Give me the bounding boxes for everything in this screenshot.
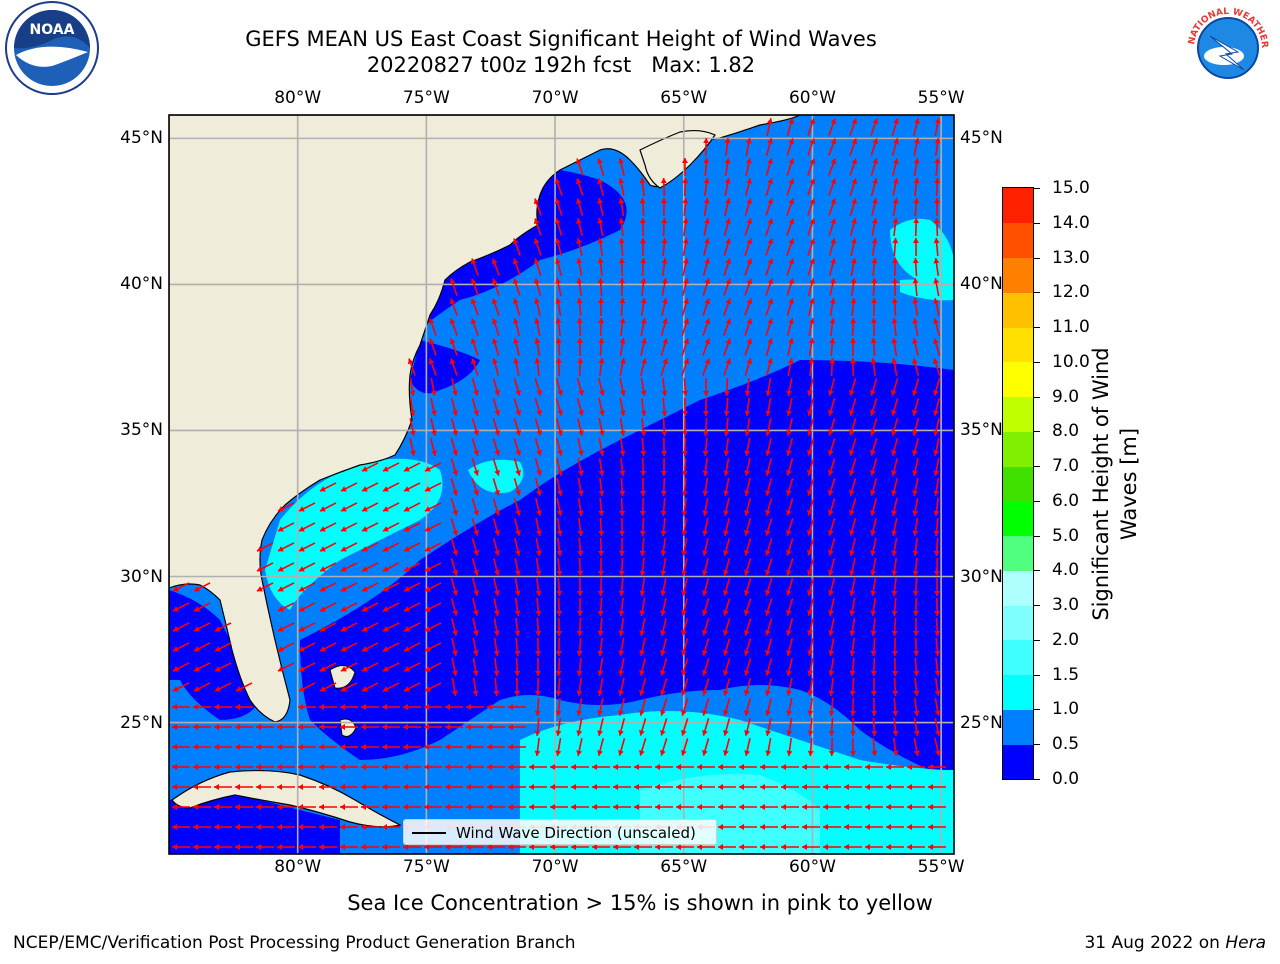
latitude-tick-label: 45°N [120, 128, 163, 148]
colorbar-tick [1034, 536, 1040, 537]
sea-ice-note: Sea Ice Concentration > 15% is shown in … [0, 891, 1280, 915]
colorbar-segment [1003, 640, 1033, 675]
colorbar-segment [1003, 327, 1033, 362]
colorbar-tick-label: 9.0 [1052, 387, 1079, 407]
colorbar-tick-label: 0.0 [1052, 769, 1079, 789]
colorbar-segment [1003, 292, 1033, 327]
colorbar-tick [1034, 397, 1040, 398]
machine-name: Hera [1225, 933, 1266, 953]
colorbar-tick-label: 11.0 [1052, 317, 1090, 337]
credit-text: NCEP/EMC/Verification Post Processing Pr… [13, 933, 576, 953]
colorbar-tick-label: 4.0 [1052, 560, 1079, 580]
colorbar-segment [1003, 362, 1033, 397]
colorbar-tick-label: 1.0 [1052, 699, 1079, 719]
colorbar-segment [1003, 397, 1033, 432]
colorbar-tick-label: 6.0 [1052, 491, 1079, 511]
colorbar-tick-label: 7.0 [1052, 456, 1079, 476]
colorbar-tick-label: 1.5 [1052, 665, 1079, 685]
colorbar-segment [1003, 466, 1033, 501]
colorbar-segment [1003, 709, 1033, 744]
date-text: 31 Aug 2022 on Hera [1084, 933, 1266, 953]
longitude-tick-label: 55°W [918, 88, 965, 108]
colorbar-tick-label: 12.0 [1052, 282, 1090, 302]
colorbar-tick [1034, 779, 1040, 780]
colorbar-tick-label: 15.0 [1052, 178, 1090, 198]
colorbar-segment [1003, 258, 1033, 293]
latitude-tick-label: 30°N [960, 567, 1003, 587]
colorbar-segment [1003, 744, 1033, 779]
colorbar-segment [1003, 675, 1033, 710]
longitude-tick-label: 70°W [532, 88, 579, 108]
longitude-tick-label: 65°W [660, 857, 707, 877]
colorbar-tick [1034, 640, 1040, 641]
longitude-tick-label: 65°W [660, 88, 707, 108]
colorbar-tick-label: 10.0 [1052, 352, 1090, 372]
colorbar-tick [1034, 431, 1040, 432]
latitude-tick-label: 45°N [960, 128, 1003, 148]
colorbar-tick [1034, 327, 1040, 328]
longitude-tick-label: 75°W [403, 857, 450, 877]
colorbar-tick-label: 5.0 [1052, 526, 1079, 546]
longitude-tick-label: 80°W [274, 857, 321, 877]
colorbar-tick-label: 3.0 [1052, 595, 1079, 615]
legend-line-icon [412, 832, 446, 834]
colorbar-tick-label: 8.0 [1052, 421, 1079, 441]
colorbar-tick-label: 0.5 [1052, 734, 1079, 754]
colorbar-tick [1034, 501, 1040, 502]
colorbar-tick [1034, 570, 1040, 571]
colorbar [1002, 187, 1034, 780]
colorbar-segment [1003, 431, 1033, 466]
latitude-tick-label: 35°N [120, 420, 163, 440]
colorbar-title: Significant Height of Wind Waves [m] [1087, 324, 1143, 644]
colorbar-tick [1034, 188, 1040, 189]
longitude-tick-label: 55°W [918, 857, 965, 877]
latitude-tick-label: 30°N [120, 567, 163, 587]
colorbar-segment [1003, 501, 1033, 536]
latitude-tick-label: 35°N [960, 420, 1003, 440]
colorbar-segment [1003, 536, 1033, 571]
longitude-tick-label: 60°W [789, 88, 836, 108]
latitude-tick-label: 25°N [120, 713, 163, 733]
legend-label: Wind Wave Direction (unscaled) [456, 820, 696, 846]
colorbar-tick [1034, 709, 1040, 710]
longitude-tick-label: 60°W [789, 857, 836, 877]
longitude-tick-label: 75°W [403, 88, 450, 108]
latitude-tick-label: 40°N [120, 274, 163, 294]
colorbar-tick [1034, 223, 1040, 224]
latitude-tick-label: 25°N [960, 713, 1003, 733]
colorbar-tick-label: 14.0 [1052, 213, 1090, 233]
colorbar-tick [1034, 292, 1040, 293]
date-value: 31 Aug 2022 on [1084, 933, 1219, 953]
colorbar-segment [1003, 188, 1033, 223]
colorbar-tick [1034, 466, 1040, 467]
longitude-tick-label: 80°W [274, 88, 321, 108]
arrow-legend: Wind Wave Direction (unscaled) [403, 819, 717, 845]
colorbar-tick [1034, 605, 1040, 606]
colorbar-tick [1034, 675, 1040, 676]
colorbar-tick [1034, 362, 1040, 363]
colorbar-segment [1003, 223, 1033, 258]
colorbar-segment [1003, 570, 1033, 605]
colorbar-tick [1034, 744, 1040, 745]
colorbar-tick-label: 2.0 [1052, 630, 1079, 650]
latitude-tick-label: 40°N [960, 274, 1003, 294]
colorbar-segment [1003, 605, 1033, 640]
colorbar-tick [1034, 258, 1040, 259]
longitude-tick-label: 70°W [532, 857, 579, 877]
colorbar-tick-label: 13.0 [1052, 248, 1090, 268]
